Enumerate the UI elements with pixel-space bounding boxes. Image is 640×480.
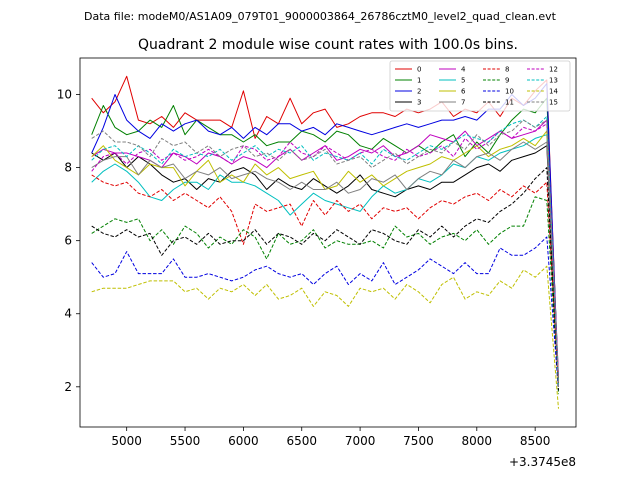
y-tick-label: 6 (64, 234, 72, 248)
series-line-13 (91, 116, 559, 387)
legend-label-5: 5 (461, 77, 465, 85)
series-line-12 (91, 123, 559, 387)
x-tick-label: 7500 (403, 434, 434, 448)
series-line-14 (91, 265, 559, 409)
legend-label-14: 14 (549, 88, 558, 96)
legend-label-2: 2 (417, 88, 421, 96)
legend-label-13: 13 (549, 77, 558, 85)
series-line-11 (91, 167, 559, 391)
series-line-9 (91, 196, 559, 395)
x-offset-label: +3.3745e8 (509, 455, 576, 469)
y-tick-label: 10 (57, 88, 72, 102)
y-tick-label: 8 (64, 161, 72, 175)
series-line-6 (91, 130, 559, 384)
x-tick-label: 5500 (170, 434, 201, 448)
y-axis: 2 4 6 8 10 (57, 88, 80, 394)
legend-label-15: 15 (549, 99, 558, 107)
series-layer (91, 75, 559, 409)
legend-label-12: 12 (549, 66, 558, 74)
legend-label-0: 0 (417, 66, 421, 74)
legend-label-7: 7 (461, 99, 465, 107)
x-tick-label: 5000 (111, 434, 142, 448)
legend-label-1: 1 (417, 77, 421, 85)
legend-label-3: 3 (417, 99, 421, 107)
legend-label-11: 11 (505, 99, 514, 107)
series-line-5 (91, 134, 559, 387)
legend-label-9: 9 (505, 77, 509, 85)
series-line-2 (91, 83, 559, 387)
chart-title: Quadrant 2 module wise count rates with … (138, 37, 518, 53)
series-line-15 (91, 119, 559, 387)
y-tick-label: 2 (64, 380, 72, 394)
legend-label-10: 10 (505, 88, 514, 96)
series-line-1 (91, 97, 559, 380)
x-axis: 5000 5500 6000 6500 7000 7500 8000 8500 (111, 427, 550, 448)
series-line-3 (91, 145, 559, 387)
legend-label-4: 4 (461, 66, 466, 74)
series-line-7 (91, 141, 559, 384)
x-tick-label: 6500 (286, 434, 317, 448)
x-tick-label: 7000 (345, 434, 376, 448)
x-tick-label: 6000 (228, 434, 259, 448)
axes-frame (79, 57, 577, 428)
series-line-10 (91, 236, 559, 391)
chart-suptitle: Data file: modeM0/AS1A09_079T01_90000038… (84, 10, 557, 23)
x-tick-label: 8000 (462, 434, 493, 448)
legend-frame (389, 60, 571, 112)
legend-label-6: 6 (461, 88, 466, 96)
x-tick-label: 8500 (520, 434, 551, 448)
series-line-0 (91, 75, 559, 387)
series-line-8 (91, 174, 559, 387)
y-tick-label: 4 (64, 307, 72, 321)
legend-label-8: 8 (505, 66, 509, 74)
